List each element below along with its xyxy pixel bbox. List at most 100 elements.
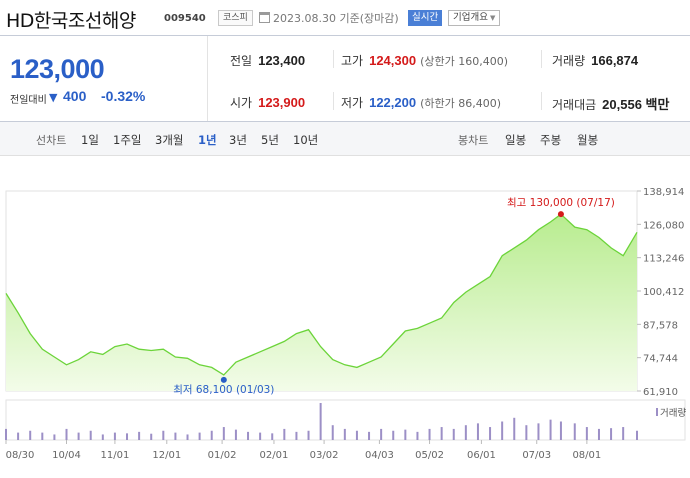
period-tab-1w[interactable]: 1주일 bbox=[113, 133, 142, 147]
volume-bar bbox=[549, 419, 552, 440]
stat-high-value: 124,300 bbox=[369, 53, 417, 68]
volume-bar bbox=[331, 425, 334, 440]
x-tick-label: 10/04 bbox=[52, 450, 81, 461]
current-price: 123,000 bbox=[10, 54, 105, 84]
divider bbox=[333, 50, 334, 68]
quote-panel: 123,000 전일대비 ▼ 400 -0.32% 전일 123,400 고가 12… bbox=[0, 35, 690, 122]
realtime-button[interactable]: 실시간 bbox=[408, 10, 443, 26]
volume-legend-swatch bbox=[656, 408, 658, 416]
company-info-button[interactable]: 기업개요 ▼ bbox=[448, 10, 501, 26]
stock-code: 009540 bbox=[164, 13, 206, 24]
high-marker bbox=[557, 211, 564, 218]
company-info-label: 기업개요 bbox=[453, 12, 488, 23]
volume-bar bbox=[89, 430, 92, 440]
y-tick-label: 61,910 bbox=[643, 387, 678, 398]
volume-bar bbox=[476, 423, 479, 440]
volume-bar bbox=[295, 431, 298, 440]
chevron-down-icon: ▼ bbox=[489, 14, 496, 22]
candle-tab-weekly[interactable]: 주봉 bbox=[540, 133, 562, 147]
volume-bar bbox=[404, 429, 407, 440]
period-tab-3m[interactable]: 3개월 bbox=[155, 133, 184, 147]
volume-bar bbox=[392, 430, 395, 440]
volume-bar bbox=[368, 431, 371, 440]
date-text: 2023.08.30 기준(장마감) bbox=[273, 12, 399, 25]
volume-bar bbox=[101, 434, 104, 440]
volume-bar bbox=[452, 428, 455, 440]
volume-bar bbox=[259, 432, 262, 440]
volume-bar bbox=[573, 423, 576, 440]
period-bar: 선차트 1일 1주일 3개월 1년 3년 5년 10년 봉차트 일봉 주봉 월봉 bbox=[0, 122, 690, 156]
price-line bbox=[5, 213, 638, 376]
volume-bar bbox=[440, 427, 443, 440]
volume-legend: 거래량 bbox=[660, 407, 686, 419]
price-area bbox=[6, 214, 637, 391]
volume-bar bbox=[307, 430, 310, 440]
high-annotation: 최고 130,000 (07/17) bbox=[507, 197, 615, 209]
volume-bar bbox=[355, 430, 358, 440]
volume-bar bbox=[489, 427, 492, 440]
volume-bar bbox=[271, 433, 274, 440]
volume-bar bbox=[113, 432, 116, 440]
x-tick-label: 06/01 bbox=[467, 450, 496, 461]
low-annotation: 최저 68,100 (01/03) bbox=[173, 384, 274, 396]
y-axis: 138,914 126,080 113,246 100,412 87,578 74,744… bbox=[637, 187, 684, 398]
y-tick-label: 87,578 bbox=[643, 320, 678, 331]
stock-name[interactable]: HD한국조선해양 bbox=[6, 10, 136, 32]
period-tab-3y[interactable]: 3년 bbox=[229, 133, 247, 147]
stat-amount-label: 거래대금 bbox=[552, 98, 597, 112]
volume-bar bbox=[501, 421, 504, 440]
price-chart[interactable]: 138,914 126,080 113,246 100,412 87,578 74,744… bbox=[0, 178, 690, 478]
stat-low-label: 저가 bbox=[341, 96, 364, 110]
title-row: HD한국조선해양 009540 코스피 2023.08.30 기준(장마감) 실… bbox=[0, 0, 690, 34]
y-tick-label: 100,412 bbox=[643, 287, 684, 298]
volume-bar bbox=[29, 430, 32, 440]
market-badge: 코스피 bbox=[218, 10, 253, 26]
volume-bar bbox=[174, 432, 177, 440]
volume-bar bbox=[198, 432, 201, 440]
period-tab-1d[interactable]: 1일 bbox=[81, 133, 99, 147]
volume-bar bbox=[428, 428, 431, 440]
y-tick-label: 138,914 bbox=[643, 187, 684, 198]
divider bbox=[333, 92, 334, 110]
x-tick-label: 11/01 bbox=[100, 450, 129, 461]
volume-bar bbox=[41, 432, 44, 440]
down-arrow-icon: ▼ bbox=[49, 91, 58, 104]
x-axis: 08/30 10/04 11/01 12/01 01/02 02/01 03/02 04/03… bbox=[5, 440, 601, 461]
volume-bar bbox=[234, 429, 237, 440]
y-tick-label: 126,080 bbox=[643, 220, 684, 231]
volume-bar bbox=[537, 423, 540, 440]
volume-bar bbox=[513, 417, 516, 440]
volume-bar bbox=[585, 427, 588, 440]
volume-bar bbox=[210, 430, 213, 440]
period-tab-5y[interactable]: 5년 bbox=[261, 133, 279, 147]
price-chart-svg: 138,914 126,080 113,246 100,412 87,578 74,744… bbox=[5, 187, 686, 461]
stat-lower-limit: (하한가 86,400) bbox=[420, 97, 502, 110]
stat-open-label: 시가 bbox=[230, 96, 253, 110]
stat-open-value: 123,900 bbox=[258, 95, 306, 110]
volume-bar bbox=[247, 431, 250, 440]
low-marker bbox=[220, 376, 227, 383]
x-tick-label: 05/02 bbox=[415, 450, 444, 461]
divider bbox=[541, 50, 542, 68]
volume-bar bbox=[525, 425, 528, 440]
volume-bars bbox=[5, 403, 638, 440]
volume-bar bbox=[319, 403, 322, 440]
period-tab-1y[interactable]: 1년 bbox=[198, 133, 217, 147]
change-rate: -0.32% bbox=[101, 88, 146, 104]
x-tick-label: 12/01 bbox=[152, 450, 181, 461]
stat-amount-value: 20,556 백만 bbox=[602, 97, 670, 112]
x-tick-label: 07/03 bbox=[522, 450, 551, 461]
volume-bar bbox=[222, 427, 225, 440]
candle-tab-monthly[interactable]: 월봉 bbox=[577, 133, 599, 147]
candle-tab-daily[interactable]: 일봉 bbox=[505, 133, 527, 147]
stat-low-value: 122,200 bbox=[369, 95, 417, 110]
candle-chart-label: 봉차트 bbox=[458, 134, 489, 147]
period-tab-10y[interactable]: 10년 bbox=[293, 133, 319, 147]
stat-volume-label: 거래량 bbox=[552, 54, 586, 68]
line-chart-label: 선차트 bbox=[36, 134, 67, 147]
stat-volume: 거래량 166,874 bbox=[552, 52, 638, 69]
stat-high-label: 고가 bbox=[341, 54, 364, 68]
volume-bar bbox=[150, 433, 153, 440]
stat-amount: 거래대금 20,556 백만 bbox=[552, 94, 669, 113]
stat-high: 고가 124,300 (상한가 160,400) bbox=[341, 52, 508, 69]
